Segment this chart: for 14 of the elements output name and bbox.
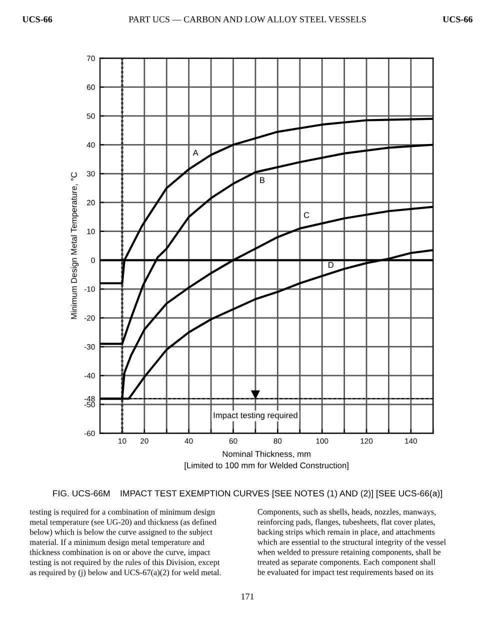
y-axis-title: Minimum Design Metal Temperature, °C bbox=[70, 172, 79, 319]
annotation: Impact testing required bbox=[214, 412, 298, 420]
annotation: D bbox=[328, 262, 334, 268]
annotation: C bbox=[304, 212, 310, 218]
text: FIG. UCS-66M IMPACT TEST EXEMPTION CURVES [SEE NOTES (1) AND (2)] [SEE UCS-66(a)] bbox=[53, 490, 442, 498]
text: testing is required for a combination of minimum design metal temperature (see UG-20) and thickness (as defined below) which is below the curve assigned to the subject material. If a minimum design metal temperature and thickness combination is on or above the curve, impact testing is not required by the rules of this Division, except as required by (j) below and UCS-67(a)(2) for weld metal. bbox=[30, 508, 221, 577]
annotation: A bbox=[192, 150, 198, 156]
text: UCS-66 bbox=[22, 16, 52, 22]
text: 171 bbox=[242, 594, 254, 600]
text: UCS-66 bbox=[442, 16, 472, 22]
text: PART UCS — CARBON AND LOW ALLOY STEEL VESSELS bbox=[128, 16, 366, 22]
text: Components, such as shells, heads, nozzles, manways, reinforcing pads, flanges, tubesheets, flat cover plates, backing strips which remain in place, and attachments which are essential to the structural integrity of the vessel when welded to pressure retaining components, shall be treated as separate components. Each component shall be evaluated for impact test requirements based on its bbox=[257, 508, 446, 577]
x-axis-title: Nominal Thickness, mm [Limited to 100 mm for Welded Construction] bbox=[184, 450, 348, 470]
annotation: B bbox=[260, 177, 265, 184]
